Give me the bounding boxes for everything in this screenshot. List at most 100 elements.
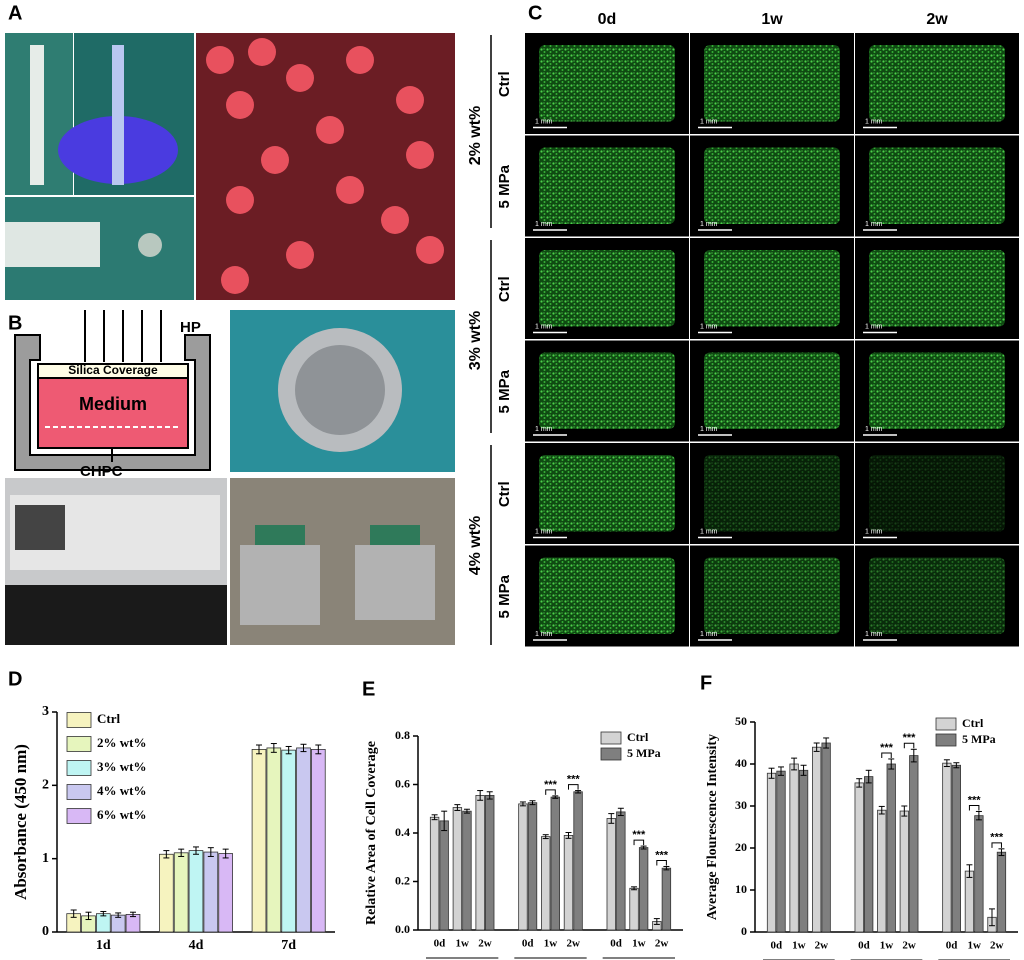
bar	[563, 835, 574, 931]
x-tick-label: 0d	[946, 940, 958, 952]
bar	[173, 852, 189, 933]
x-tick-label: 1w	[455, 938, 469, 950]
x-tick-label: 2w	[478, 938, 492, 950]
bar	[996, 851, 1007, 933]
y-tick-label: 10	[735, 882, 747, 896]
x-tick-label: 2w	[655, 938, 669, 950]
y-tick-label: 2	[42, 778, 49, 793]
bar	[218, 853, 233, 933]
scale-bar-label: 1 mm	[865, 221, 883, 228]
bar	[475, 795, 485, 931]
bar	[638, 847, 649, 931]
x-tick-label: 0d	[770, 940, 782, 952]
bar	[281, 749, 296, 933]
scale-bar-label: 1 mm	[535, 631, 553, 638]
legend-swatch	[935, 717, 957, 731]
legend-label: 6% wt%	[97, 807, 146, 822]
scale-bar-label: 1 mm	[535, 426, 553, 433]
significance-bracket	[903, 742, 915, 749]
y-tick-label: 0	[42, 924, 49, 939]
significance-label: ***	[567, 773, 581, 785]
group-label: 2% wt%	[467, 106, 484, 166]
bar	[886, 763, 896, 933]
panel-label: E	[362, 678, 375, 700]
bar	[964, 870, 975, 933]
tissue	[704, 45, 840, 122]
label-cover: Silica Coverage	[68, 363, 158, 377]
legend-label: 5 MPa	[962, 732, 996, 746]
x-tick-label: 7d	[281, 938, 296, 953]
significance-bracket	[881, 752, 892, 758]
row-label: Ctrl	[496, 481, 513, 507]
scale-bar-label: 1 mm	[700, 631, 718, 638]
legend-swatch	[66, 736, 92, 752]
panel-label: D	[8, 668, 22, 690]
significance-bracket	[968, 804, 980, 811]
bar	[798, 769, 809, 933]
tissue	[539, 147, 675, 224]
bar	[203, 851, 219, 933]
scale-bar-label: 1 mm	[865, 323, 883, 330]
panel-label: C	[528, 2, 542, 24]
bar	[96, 913, 111, 933]
legend-swatch	[66, 808, 92, 824]
bar	[188, 850, 204, 933]
significance-label: ***	[990, 832, 1004, 844]
column-header: 2w	[926, 11, 948, 28]
scale-bar-label: 1 mm	[865, 118, 883, 125]
significance-label: ***	[655, 849, 669, 861]
panel-b-diagram	[14, 310, 211, 471]
legend-swatch	[935, 733, 957, 747]
bar	[541, 836, 551, 931]
scale-bar-label: 1 mm	[700, 426, 718, 433]
bar	[776, 770, 786, 933]
x-tick-label: 2w	[815, 940, 829, 952]
significance-bracket	[567, 784, 579, 790]
bar	[864, 776, 874, 933]
scale-bar-label: 1 mm	[865, 426, 883, 433]
bar	[974, 815, 984, 933]
legend-label: Ctrl	[962, 716, 984, 730]
tissue	[539, 250, 675, 327]
scale-bar-label: 1 mm	[700, 118, 718, 125]
panel-label: A	[8, 2, 22, 24]
tissue	[869, 45, 1005, 122]
x-tick-label: 0d	[434, 938, 446, 950]
row-label: 5 MPa	[496, 574, 513, 618]
panel-a-photos	[5, 33, 455, 300]
bar	[439, 820, 449, 931]
legend-swatch	[600, 731, 622, 745]
bar	[854, 782, 864, 933]
tissue	[704, 250, 840, 327]
tissue	[539, 557, 675, 634]
x-tick-label: 2w	[990, 940, 1004, 952]
row-label: Ctrl	[496, 276, 513, 302]
row-label: 5 MPa	[496, 164, 513, 208]
bar	[462, 810, 472, 931]
x-tick-label: 2w	[902, 940, 916, 952]
label-chpc: CHPC	[80, 463, 123, 480]
x-tick-label: 1w	[792, 940, 806, 952]
y-tick-label: 0.6	[395, 776, 410, 790]
legend-swatch	[66, 784, 92, 800]
bar	[899, 810, 909, 933]
y-axis-label: Relative Area of Cell Coverage	[364, 741, 379, 925]
x-tick-label: 0d	[858, 940, 870, 952]
scale-bar-label: 1 mm	[535, 528, 553, 535]
y-tick-label: 0	[741, 924, 747, 938]
tissue	[539, 352, 675, 429]
legend-swatch	[66, 712, 92, 728]
label-medium: Medium	[79, 394, 147, 414]
legend-label: Ctrl	[627, 730, 649, 744]
scale-bar-label: 1 mm	[700, 323, 718, 330]
bar	[877, 809, 887, 933]
bar	[485, 795, 495, 931]
legend-label: 4% wt%	[97, 783, 146, 798]
bar	[251, 749, 267, 933]
significance-bracket	[991, 842, 1002, 848]
x-tick-label: 4d	[189, 938, 204, 953]
bar	[527, 802, 538, 931]
bar	[942, 762, 952, 933]
tissue	[704, 147, 840, 224]
